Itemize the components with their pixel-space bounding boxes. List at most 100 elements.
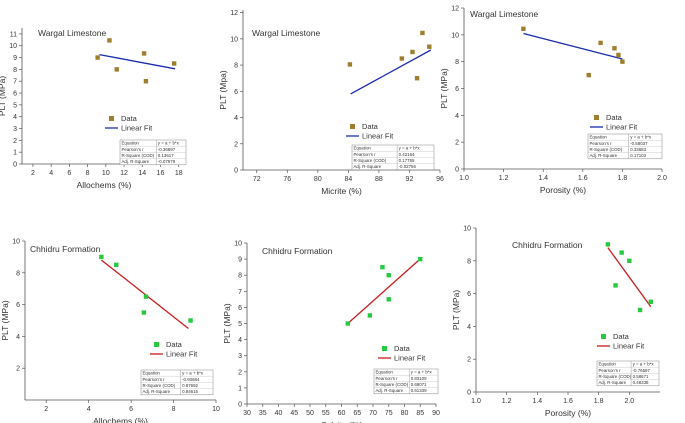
y-tick-label: 6 xyxy=(467,291,471,298)
stats-value: 0.83109 xyxy=(411,376,427,381)
chart-title: Chhidru Formation xyxy=(512,240,583,250)
x-tick-label: 90 xyxy=(432,410,440,417)
stats-label: Adj. R-Square xyxy=(122,159,150,164)
stats-value: -0.36897 xyxy=(158,147,176,152)
x-tick-label: 75 xyxy=(385,410,393,417)
x-tick-label: 1.0 xyxy=(471,398,481,405)
chart-title: Wargal Limestone xyxy=(470,9,538,19)
data-point xyxy=(171,61,177,66)
stats-label: R-Square (COD) xyxy=(376,382,409,387)
stats-label: Equation xyxy=(143,371,161,376)
stats-value: y = a + b*x xyxy=(633,362,655,367)
y-tick-label: 8 xyxy=(455,59,459,66)
legend-fit-label: Linear Fit xyxy=(362,132,394,141)
data-point xyxy=(386,273,391,278)
stats-value: 0.42164 xyxy=(399,152,415,157)
stats-value: 0.58671 xyxy=(633,374,649,379)
y-tick-label: 10 xyxy=(230,36,238,43)
chart-title: Chhidru Formation xyxy=(262,246,333,256)
x-tick-label: 1.4 xyxy=(532,398,542,405)
data-point xyxy=(637,307,643,313)
x-tick-label: 16 xyxy=(157,170,165,177)
x-axis-label: Allochems (%) xyxy=(77,180,132,190)
data-point xyxy=(612,46,617,51)
data-point xyxy=(616,52,621,58)
x-tick-label: 96 xyxy=(436,176,444,183)
x-tick-label: 40 xyxy=(275,410,283,417)
x-tick-label: 4 xyxy=(87,406,91,413)
data-point xyxy=(99,254,104,260)
data-point xyxy=(188,318,193,323)
data-point xyxy=(627,258,632,263)
y-axis-label: PLT (MPa) xyxy=(0,76,7,116)
y-tick-label: 7 xyxy=(238,289,242,296)
x-tick-label: 1.8 xyxy=(618,175,628,182)
y-tick-label: 4 xyxy=(238,337,242,344)
y-tick-label: 0 xyxy=(467,390,471,397)
data-point xyxy=(141,310,147,315)
stats-label: Pearson's r xyxy=(590,141,613,146)
legend-fit-label: Linear Fit xyxy=(394,354,426,363)
data-point xyxy=(598,40,603,46)
y-tick-label: 2 xyxy=(234,141,238,148)
x-tick-label: 1.8 xyxy=(594,398,604,405)
y-tick-label: 1 xyxy=(13,150,17,157)
regression-stats-table: Equation y = a + b*x Pearson's r -0.36897R-… xyxy=(119,139,187,166)
linear-fit-line xyxy=(100,259,189,329)
stats-label: R-Square (COD) xyxy=(599,374,632,379)
x-tick-label: 2.0 xyxy=(624,398,634,405)
chart-title: Wargal Limestone xyxy=(38,28,106,38)
legend-fit-label: Linear Fit xyxy=(613,342,645,351)
stats-value: y = a + b*x xyxy=(411,370,433,375)
stats-label: Pearson's r xyxy=(143,377,166,382)
regression-stats-table: Equation y = a + b*x Pearson's r 0.83109R-S… xyxy=(373,368,439,395)
y-tick-label: 3 xyxy=(13,126,17,133)
y-tick-label: 10 xyxy=(451,32,459,39)
y-tick-label: 9 xyxy=(238,257,242,264)
legend-data-marker xyxy=(350,124,355,129)
data-point xyxy=(605,242,611,247)
y-tick-label: 7 xyxy=(13,79,17,86)
data-point xyxy=(95,55,100,60)
data-point xyxy=(107,38,112,43)
data-point xyxy=(620,59,625,64)
stats-label: Pearson's r xyxy=(376,376,399,381)
y-tick-label: 8 xyxy=(13,67,17,74)
x-axis-label: Porosity (%) xyxy=(540,185,586,195)
stats-label: Adj. R-Square xyxy=(599,380,627,385)
data-point xyxy=(380,264,385,270)
linear-fit-line xyxy=(350,49,432,95)
x-tick-label: 88 xyxy=(375,176,383,183)
data-point xyxy=(399,56,405,61)
legend-data-label: Data xyxy=(166,340,183,349)
x-tick-label: 14 xyxy=(138,170,146,177)
stats-value: 0.13617 xyxy=(158,153,174,158)
x-tick-label: 72 xyxy=(253,176,261,183)
stats-value: -0.02756 xyxy=(399,164,417,169)
stats-value: -0.76597 xyxy=(633,368,651,373)
y-tick-label: 0 xyxy=(455,167,459,174)
chart-title: Wargal Limestone xyxy=(252,28,320,38)
y-tick-label: 2 xyxy=(238,369,242,376)
x-tick-label: 1.6 xyxy=(563,398,573,405)
stats-label: R-Square (COD) xyxy=(143,383,176,388)
y-tick-label: 0 xyxy=(238,402,242,409)
data-point xyxy=(410,49,415,55)
stats-value: y = a + b*x xyxy=(158,141,180,146)
data-point xyxy=(141,51,147,56)
y-tick-label: 10 xyxy=(9,43,17,50)
stats-label: Equation xyxy=(590,135,608,140)
stats-label: Equation xyxy=(122,141,140,146)
x-tick-label: 92 xyxy=(406,176,414,183)
y-axis-label: PLT (Mpa) xyxy=(218,70,228,110)
x-tick-label: 1.0 xyxy=(459,175,469,182)
x-axis-label: Allochems (%) xyxy=(93,416,148,423)
y-tick-label: 11 xyxy=(10,31,17,38)
regression-stats-table: Equation y = a + b*x Pearson's r -0.93684 R-… xyxy=(140,369,214,396)
x-tick-label: 76 xyxy=(283,176,291,183)
stats-value: 0.48338 xyxy=(633,380,649,385)
y-axis-label: PLT (MPa) xyxy=(0,300,10,340)
